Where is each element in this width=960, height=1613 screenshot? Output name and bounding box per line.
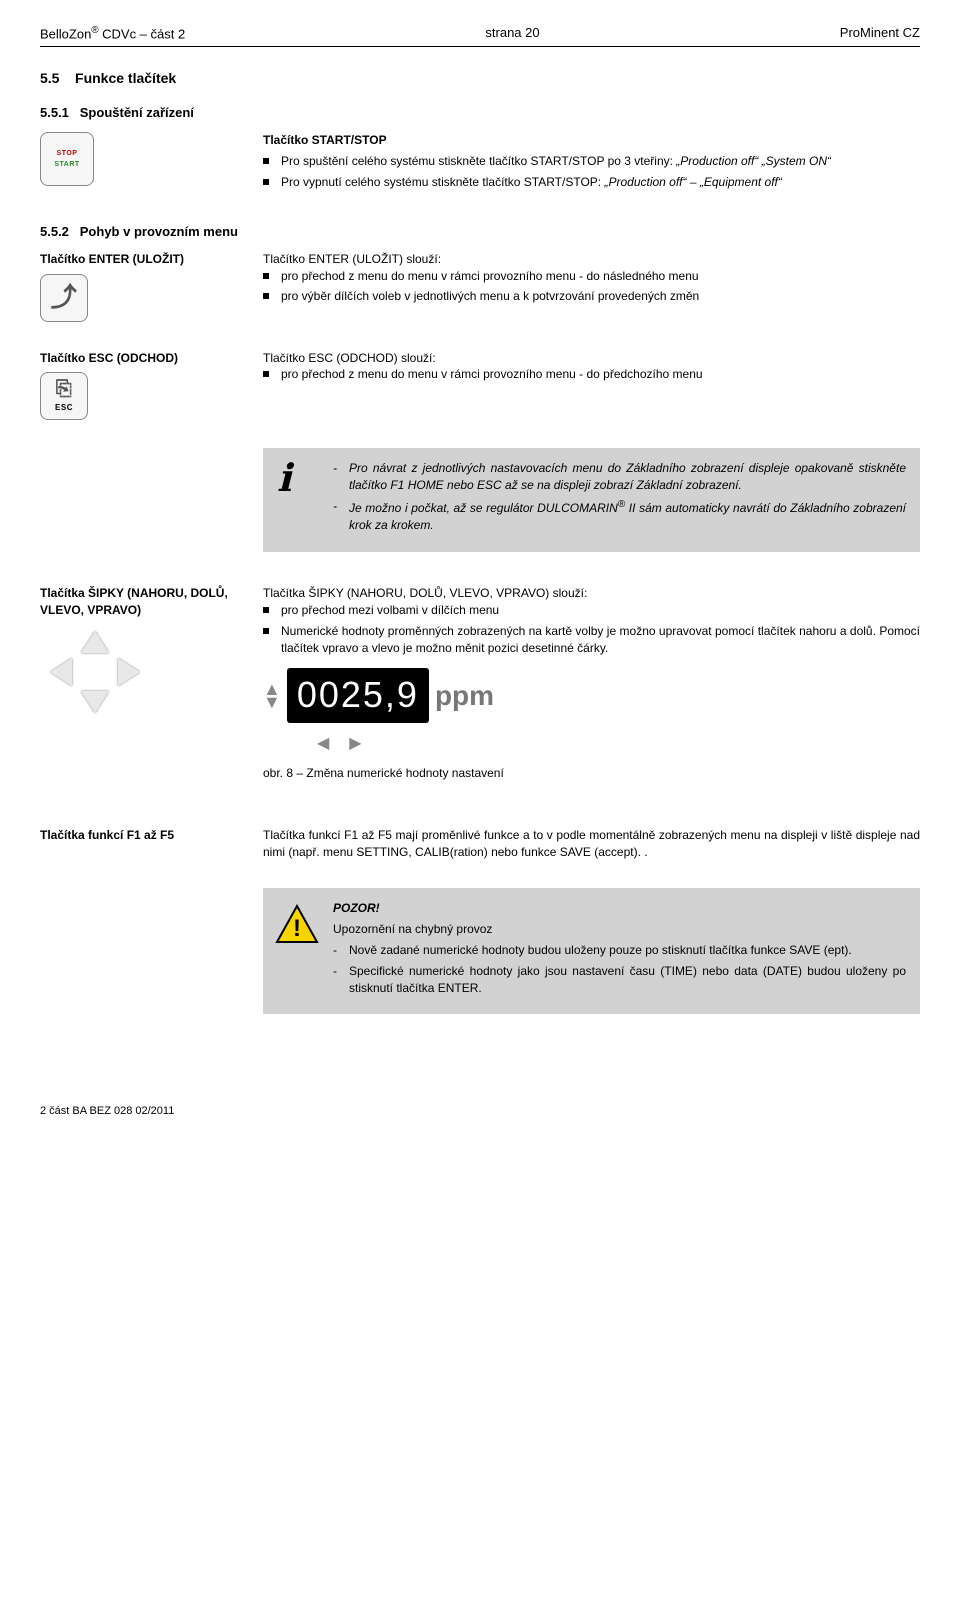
esc-lead: Tlačítko ESC (ODCHOD) slouží: <box>263 350 920 367</box>
svg-text:!: ! <box>293 915 301 942</box>
enter-button-icon <box>40 274 88 322</box>
fkeys-row: Tlačítka funkcí F1 až F5 Tlačítka funkcí… <box>40 827 920 861</box>
sec-title: Pohyb v provozním menu <box>80 224 238 239</box>
warning-icon: ! <box>275 904 319 944</box>
arrows-list: pro přechod mezi volbami v dílčích menu … <box>263 602 920 656</box>
esc-list: pro přechod z menu do menu v rámci provo… <box>263 366 920 383</box>
arrows-label: Tlačítka ŠIPKY (NAHORU, DOLŮ, VLEVO, VPR… <box>40 585 245 619</box>
list-item: Nově zadané numerické hodnoty budou ulož… <box>333 942 906 959</box>
esc-row: Tlačítko ESC (ODCHOD) ⎘ ESC Tlačítko ESC… <box>40 350 920 421</box>
text-italic: „Production off“ „System ON“ <box>676 154 831 168</box>
enter-row: Tlačítko ENTER (ULOŽIT) Tlačítko ENTER (… <box>40 251 920 322</box>
text: Pro spuštění celého systému stiskněte tl… <box>281 154 676 168</box>
list-item: Pro vypnutí celého systému stiskněte tla… <box>263 174 920 191</box>
section-5-5-1-heading: 5.5.1 Spouštění zařízení <box>40 104 920 122</box>
arrows-row: Tlačítka ŠIPKY (NAHORU, DOLŮ, VLEVO, VPR… <box>40 585 920 782</box>
info-callout: ℹ Pro návrat z jednotlivých nastavovacíc… <box>263 448 920 551</box>
startstop-row: STOP START Tlačítko START/STOP Pro spušt… <box>40 132 920 194</box>
info-icon: ℹ <box>277 460 291 498</box>
startstop-left: STOP START <box>40 132 245 186</box>
enter-right: Tlačítko ENTER (ULOŽIT) slouží: pro přec… <box>263 251 920 309</box>
sec-title: Spouštění zařízení <box>80 105 194 120</box>
esc-left: Tlačítko ESC (ODCHOD) ⎘ ESC <box>40 350 245 421</box>
arrow-up-icon <box>78 625 112 659</box>
esc-text: ESC <box>55 402 73 413</box>
header-right: ProMinent CZ <box>840 24 920 44</box>
leftright-indicator-icon: ◀▶ <box>317 733 920 755</box>
ppm-unit: ppm <box>435 676 494 715</box>
list-item: Pro spuštění celého systému stiskněte tl… <box>263 153 920 170</box>
fkeys-left: Tlačítka funkcí F1 až F5 <box>40 827 245 850</box>
enter-lead: Tlačítko ENTER (ULOŽIT) slouží: <box>263 251 920 268</box>
arrows-right: Tlačítka ŠIPKY (NAHORU, DOLŮ, VLEVO, VPR… <box>263 585 920 782</box>
arrows-left: Tlačítka ŠIPKY (NAHORU, DOLŮ, VLEVO, VPR… <box>40 585 245 725</box>
fkeys-right: Tlačítka funkcí F1 až F5 mají proměnlivé… <box>263 827 920 861</box>
arrow-right-icon <box>112 655 146 689</box>
warning-title: POZOR! <box>333 900 906 917</box>
page-footer: 2 část BA BEZ 028 02/2011 <box>40 1104 920 1119</box>
esc-label: Tlačítko ESC (ODCHOD) <box>40 350 245 367</box>
header-left: BelloZon® CDVc – část 2 <box>40 24 185 44</box>
warning-subtitle: Upozornění na chybný provoz <box>333 921 906 938</box>
esc-glyph-icon: ⎘ <box>56 379 73 399</box>
warning-callout: ! POZOR! Upozornění na chybný provoz Nov… <box>263 888 920 1014</box>
figure-caption: obr. 8 – Změna numerické hodnoty nastave… <box>263 765 920 782</box>
list-item: Pro návrat z jednotlivých nastavovacích … <box>333 460 906 494</box>
esc-button-icon: ⎘ ESC <box>40 372 88 420</box>
stop-label: STOP <box>57 149 78 159</box>
arrows-lead: Tlačítka ŠIPKY (NAHORU, DOLŮ, VLEVO, VPR… <box>263 585 920 602</box>
list-item: pro přechod z menu do menu v rámci provo… <box>263 268 920 285</box>
section-5-5-2-heading: 5.5.2 Pohyb v provozním menu <box>40 223 920 241</box>
sec-num: 5.5.1 <box>40 105 69 120</box>
warning-list: Nově zadané numerické hodnoty budou ulož… <box>333 942 906 996</box>
text: Je možno i počkat, až se regulátor DULCO… <box>349 501 618 515</box>
list-item: Je možno i počkat, až se regulátor DULCO… <box>333 498 906 534</box>
stop-start-button-icon: STOP START <box>40 132 94 186</box>
list-item: Numerické hodnoty proměnných zobrazených… <box>263 623 920 657</box>
esc-right: Tlačítko ESC (ODCHOD) slouží: pro přecho… <box>263 350 920 388</box>
start-label: START <box>54 160 79 170</box>
enter-label: Tlačítko ENTER (ULOŽIT) <box>40 251 245 268</box>
ppm-digits: 0025,9 <box>287 668 429 722</box>
arrow-left-icon <box>44 655 78 689</box>
sec-num: 5.5 <box>40 70 59 86</box>
fkeys-label: Tlačítka funkcí F1 až F5 <box>40 827 245 844</box>
startstop-lead: Tlačítko START/STOP <box>263 132 920 149</box>
fkeys-text: Tlačítka funkcí F1 až F5 mají proměnlivé… <box>263 827 920 861</box>
startstop-list: Pro spuštění celého systému stiskněte tl… <box>263 153 920 191</box>
header-product: BelloZon <box>40 26 91 41</box>
text: Pro vypnutí celého systému stiskněte tla… <box>281 175 604 189</box>
arrow-down-icon <box>78 685 112 719</box>
list-item: pro výběr dílčích voleb v jednotlivých m… <box>263 288 920 305</box>
text-italic: „Production off“ – „Equipment off“ <box>604 175 781 189</box>
sec-num: 5.5.2 <box>40 224 69 239</box>
list-item: pro přechod mezi volbami v dílčích menu <box>263 602 920 619</box>
info-list: Pro návrat z jednotlivých nastavovacích … <box>333 460 906 533</box>
header-reg: ® <box>91 25 98 36</box>
enter-list: pro přechod z menu do menu v rámci provo… <box>263 268 920 306</box>
ppm-display: ▲▼ 0025,9 ppm <box>263 668 920 722</box>
header-model: CDVc – část 2 <box>102 26 185 41</box>
startstop-right: Tlačítko START/STOP Pro spuštění celého … <box>263 132 920 194</box>
sec-title: Funkce tlačítek <box>75 70 176 86</box>
page-header: BelloZon® CDVc – část 2 strana 20 ProMin… <box>40 24 920 47</box>
arrow-pad-icon <box>40 625 150 725</box>
updown-indicator-icon: ▲▼ <box>263 683 281 708</box>
list-item: pro přechod z menu do menu v rámci provo… <box>263 366 920 383</box>
header-page: strana 20 <box>485 24 539 44</box>
section-5-5-heading: 5.5 Funkce tlačítek <box>40 69 920 89</box>
list-item: Specifické numerické hodnoty jako jsou n… <box>333 963 906 997</box>
enter-left: Tlačítko ENTER (ULOŽIT) <box>40 251 245 322</box>
